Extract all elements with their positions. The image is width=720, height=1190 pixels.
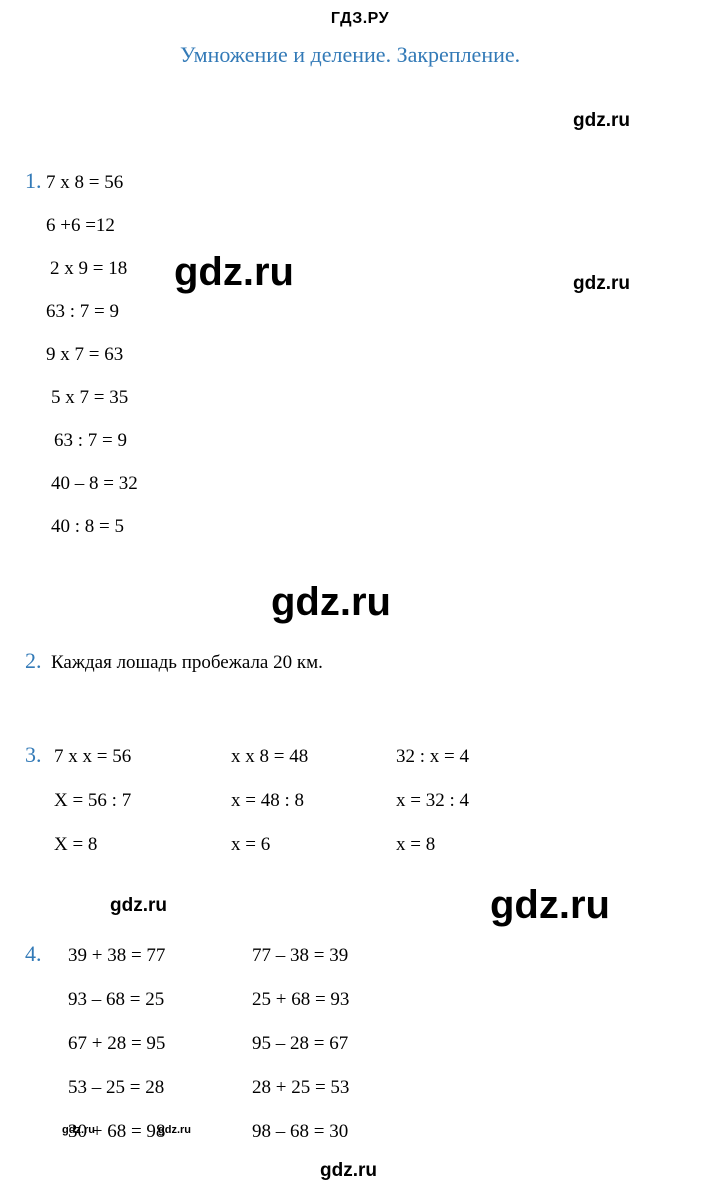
p1-line: 7 x 8 = 56 bbox=[46, 172, 123, 194]
watermark: gdz.ru bbox=[490, 883, 610, 928]
problem-number-3: 3. bbox=[25, 742, 42, 768]
p1-line: 63 : 7 = 9 bbox=[54, 430, 127, 452]
p1-line: 5 x 7 = 35 bbox=[51, 387, 128, 409]
p1-line: 9 x 7 = 63 bbox=[46, 344, 123, 366]
p1-line: 63 : 7 = 9 bbox=[46, 301, 119, 323]
p4-cell: 25 + 68 = 93 bbox=[252, 989, 349, 1011]
p4-cell: 77 – 38 = 39 bbox=[252, 945, 349, 967]
watermark: gdz.ru bbox=[573, 273, 630, 295]
p3-cell: X = 56 : 7 bbox=[54, 790, 131, 812]
p3-cell: X = 8 bbox=[54, 834, 131, 856]
watermark: gdz.ru bbox=[110, 895, 167, 917]
p3-col1: 7 x x = 56 X = 56 : 7 X = 8 bbox=[54, 746, 131, 878]
p3-cell: x x 8 = 48 bbox=[231, 746, 308, 768]
watermark: gdz.ru bbox=[271, 580, 391, 625]
watermark: gdz.ru bbox=[174, 250, 294, 295]
p3-col2: x x 8 = 48 x = 48 : 8 x = 6 bbox=[231, 746, 308, 878]
problem-number-1: 1. bbox=[25, 168, 42, 194]
problem-number-4: 4. bbox=[25, 941, 42, 967]
page-title: Умножение и деление. Закрепление. bbox=[180, 42, 720, 68]
p1-line: 40 – 8 = 32 bbox=[51, 473, 138, 495]
p4-cell: 53 – 25 = 28 bbox=[68, 1077, 165, 1099]
p3-cell: x = 48 : 8 bbox=[231, 790, 308, 812]
problem-number-2: 2. bbox=[25, 648, 42, 674]
p1-line: 2 x 9 = 18 bbox=[50, 258, 127, 280]
p3-cell: x = 6 bbox=[231, 834, 308, 856]
p1-line: 6 +6 =12 bbox=[46, 215, 115, 237]
p3-cell: 32 : x = 4 bbox=[396, 746, 469, 768]
p1-line: 40 : 8 = 5 bbox=[51, 516, 124, 538]
p4-cell: 98 – 68 = 30 bbox=[252, 1121, 349, 1143]
p4-cell: 95 – 28 = 67 bbox=[252, 1033, 349, 1055]
p2-text: Каждая лошадь пробежала 20 км. bbox=[51, 652, 323, 674]
watermark: gdz.ru bbox=[573, 110, 630, 132]
p4-col1: 39 + 38 = 77 93 – 68 = 25 67 + 28 = 95 5… bbox=[68, 945, 165, 1165]
p3-cell: x = 32 : 4 bbox=[396, 790, 469, 812]
p3-cell: 7 x x = 56 bbox=[54, 746, 131, 768]
p4-cell: 93 – 68 = 25 bbox=[68, 989, 165, 1011]
p4-cell: 67 + 28 = 95 bbox=[68, 1033, 165, 1055]
p4-cell: 30 + 68 = 98 bbox=[68, 1121, 165, 1143]
p4-cell: 28 + 25 = 53 bbox=[252, 1077, 349, 1099]
p4-col2: 77 – 38 = 39 25 + 68 = 93 95 – 28 = 67 2… bbox=[252, 945, 349, 1165]
p3-col3: 32 : x = 4 x = 32 : 4 x = 8 bbox=[396, 746, 469, 878]
site-header: ГДЗ.РУ bbox=[0, 10, 720, 28]
p3-cell: x = 8 bbox=[396, 834, 469, 856]
p4-cell: 39 + 38 = 77 bbox=[68, 945, 165, 967]
